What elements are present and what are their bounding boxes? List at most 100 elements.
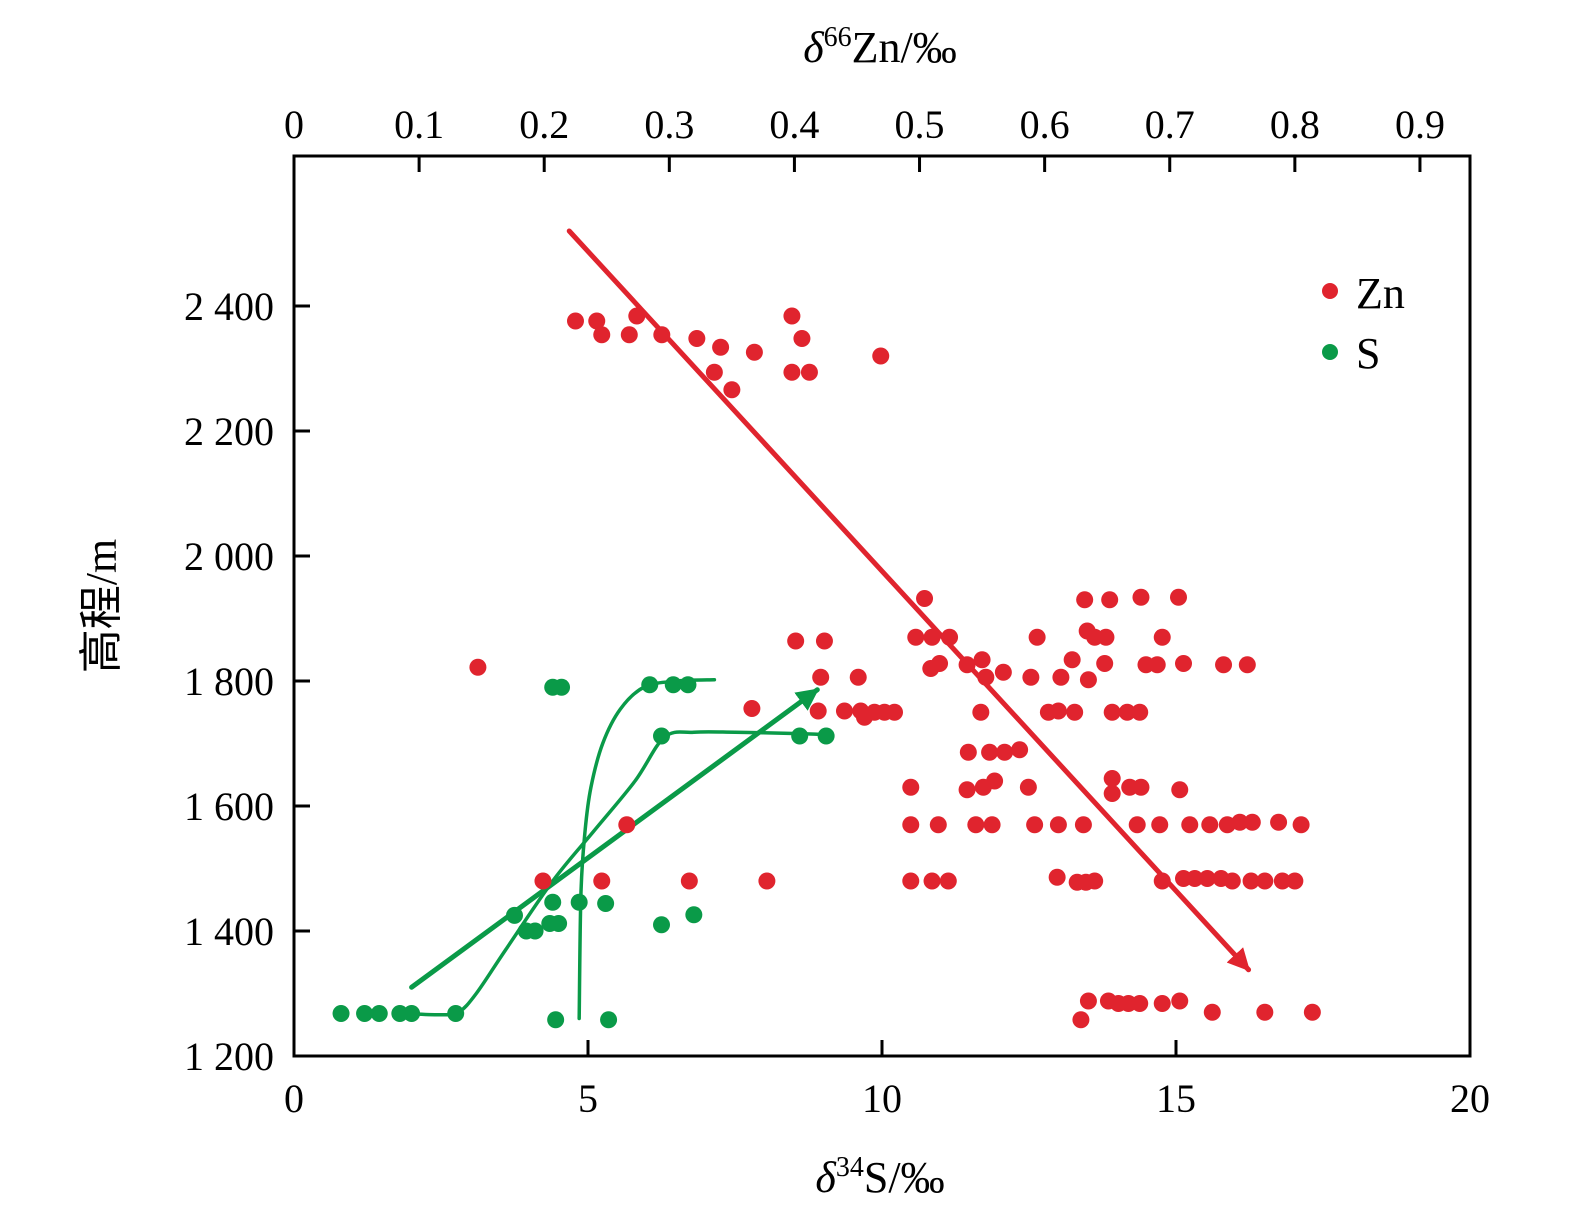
point-zn xyxy=(977,668,995,686)
point-zn xyxy=(1097,628,1115,646)
point-s xyxy=(447,1005,465,1022)
point-zn xyxy=(787,632,805,650)
x-axis-title-text: δ34S/‰ xyxy=(815,1152,944,1202)
point-zn xyxy=(1118,703,1136,721)
point-zn xyxy=(886,703,904,721)
top-tick-label: 0.8 xyxy=(1270,102,1320,147)
x-axis-title-delta: δ xyxy=(815,1153,837,1202)
point-zn xyxy=(1103,770,1121,787)
legend-label-zn: Zn xyxy=(1356,269,1405,318)
point-zn xyxy=(1292,816,1310,834)
point-zn xyxy=(1086,872,1104,890)
y-axis-title: 高程/m xyxy=(77,539,126,673)
point-zn xyxy=(1153,995,1171,1012)
y-tick-label: 2 200 xyxy=(184,409,274,454)
y-tick-label: 1 400 xyxy=(184,909,274,954)
top-tick-label: 0.1 xyxy=(394,102,444,147)
point-s xyxy=(597,895,615,912)
point-zn xyxy=(902,778,920,796)
point-zn xyxy=(983,816,1001,834)
x-tick-label: 5 xyxy=(578,1076,598,1121)
point-zn xyxy=(783,363,801,381)
trend-line-zn xyxy=(566,228,1252,973)
point-zn xyxy=(916,590,934,607)
point-zn xyxy=(1103,785,1121,802)
point-zn xyxy=(1171,992,1189,1010)
point-zn xyxy=(1231,813,1249,831)
point-s xyxy=(332,1005,350,1022)
top-tick-label: 0.6 xyxy=(1020,102,1070,147)
point-zn xyxy=(1066,703,1084,721)
point-s xyxy=(653,727,670,745)
point-s xyxy=(544,893,562,911)
point-s xyxy=(506,906,523,924)
point-s xyxy=(553,678,571,696)
point-zn xyxy=(793,330,811,347)
point-zn xyxy=(1242,872,1260,890)
point-zn xyxy=(1181,816,1199,834)
point-zn xyxy=(620,326,638,344)
point-zn xyxy=(1201,816,1219,834)
x-axis-title: δ34S/‰ xyxy=(815,1152,944,1202)
point-s xyxy=(403,1005,421,1022)
point-zn xyxy=(959,743,977,761)
point-zn xyxy=(1026,816,1044,834)
point-zn xyxy=(705,363,723,381)
point-zn xyxy=(973,651,991,669)
point-zn xyxy=(534,872,552,890)
point-s xyxy=(391,1005,409,1022)
point-zn xyxy=(588,312,606,330)
legend-label-s: S xyxy=(1356,329,1380,378)
legend-marker-zn xyxy=(1322,283,1338,299)
point-zn xyxy=(1072,1011,1090,1029)
top-tick-label: 0.4 xyxy=(769,102,819,147)
point-s xyxy=(664,676,682,694)
top-tick-label: 0.9 xyxy=(1395,102,1445,147)
point-zn xyxy=(1171,781,1189,799)
point-zn xyxy=(815,632,833,650)
trend-lines xyxy=(403,228,1252,1021)
point-zn xyxy=(1148,656,1166,674)
point-zn xyxy=(958,656,976,674)
point-zn xyxy=(1223,872,1241,890)
point-zn xyxy=(923,872,941,890)
point-zn xyxy=(1203,1003,1221,1021)
point-zn xyxy=(1153,628,1171,646)
trend-line-s xyxy=(409,687,820,990)
point-zn xyxy=(712,338,730,356)
point-zn xyxy=(1063,651,1081,669)
point-zn xyxy=(1256,872,1274,890)
point-zn xyxy=(994,663,1012,681)
point-s xyxy=(550,915,568,932)
point-zn xyxy=(809,702,827,720)
point-zn xyxy=(628,307,646,325)
y-tick-label: 1 600 xyxy=(184,784,274,829)
point-zn xyxy=(1303,1003,1321,1021)
point-zn xyxy=(1153,872,1171,890)
point-s xyxy=(817,727,835,745)
point-zn xyxy=(1198,870,1216,887)
point-zn xyxy=(1101,591,1119,609)
top-axis-title-text: δ66Zn/‰ xyxy=(803,22,957,72)
point-zn xyxy=(1170,588,1188,606)
point-s xyxy=(526,922,544,940)
trend-line-s xyxy=(577,678,717,1021)
point-zn xyxy=(996,743,1014,761)
point-zn xyxy=(1022,668,1040,686)
point-zn xyxy=(1175,655,1193,672)
point-zn xyxy=(902,872,920,890)
data-points xyxy=(332,307,1321,1029)
point-zn xyxy=(1074,816,1092,834)
point-s xyxy=(370,1005,388,1022)
point-zn xyxy=(1049,816,1067,834)
point-zn xyxy=(680,872,698,890)
point-zn xyxy=(1270,813,1288,831)
point-zn xyxy=(923,628,941,646)
point-s xyxy=(653,916,670,934)
point-zn xyxy=(1103,703,1121,721)
point-zn xyxy=(1286,872,1304,890)
point-zn xyxy=(1238,656,1256,674)
point-zn xyxy=(1076,591,1094,609)
point-zn xyxy=(939,872,957,890)
